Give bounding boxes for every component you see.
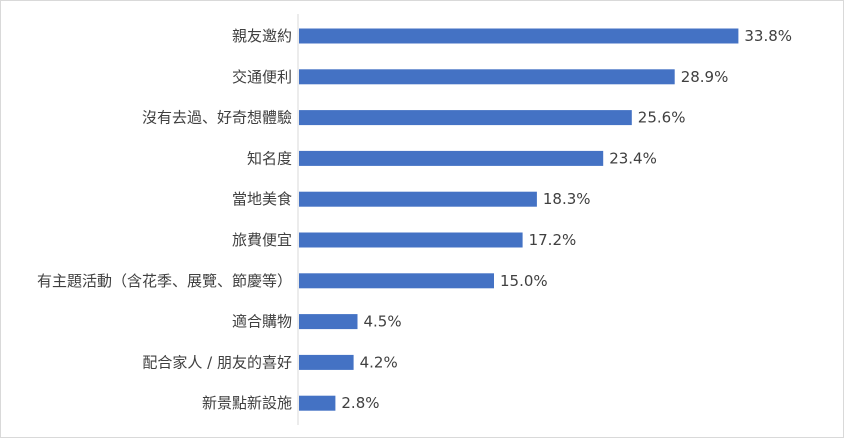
bar [299,273,494,289]
value-label: 23.4% [609,149,657,167]
value-label: 33.8% [744,27,792,45]
value-label: 25.6% [638,109,686,127]
category-label: 交通便利 [232,68,292,86]
category-label: 有主題活動（含花季、展覽、節慶等） [37,272,292,290]
category-label: 沒有去過、好奇想體驗 [142,109,292,127]
value-label: 28.9% [681,68,729,86]
category-label: 適合購物 [232,313,292,331]
category-label: 旅費便宜 [232,231,292,249]
value-label: 4.5% [364,313,402,331]
bar [299,395,336,411]
bar [299,354,354,370]
value-label: 18.3% [543,190,591,208]
value-label: 2.8% [341,394,379,412]
category-label: 當地美食 [232,190,292,208]
bar [299,191,537,207]
category-label: 知名度 [247,149,292,167]
value-label: 15.0% [500,272,548,290]
bar [299,150,604,166]
value-label: 4.2% [360,353,398,371]
bar [299,232,523,248]
category-label: 配合家人 / 朋友的喜好 [142,353,292,371]
bar [299,110,632,126]
bar [299,28,739,44]
bar [299,69,675,85]
value-label: 17.2% [529,231,577,249]
category-label: 親友邀約 [232,27,292,45]
bar [299,314,358,330]
bars-group: 親友邀約 33.8% 交通便利 28.9% 沒有去過、好奇想體驗 25.6% 知名度 23.4… [37,27,792,412]
category-label: 新景點新設施 [202,394,292,412]
